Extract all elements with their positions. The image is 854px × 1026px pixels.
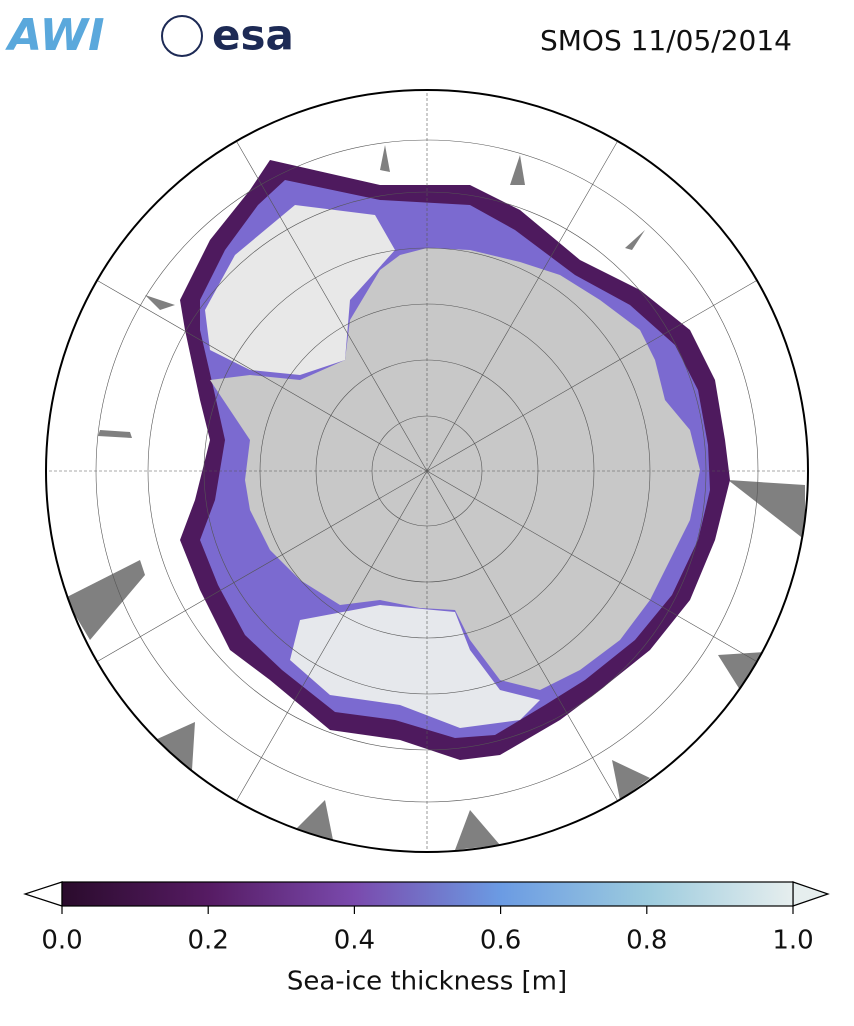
esa-emblem [161,15,203,57]
colorbar-tick-label: 0.8 [626,926,667,956]
colorbar-extend-high [792,881,830,907]
ross-ice [290,605,540,728]
map-title: SMOS 11/05/2014 [540,24,792,57]
awi-logo: AWI [5,10,105,61]
colorbar-tick-label: 1.0 [772,926,813,956]
map-boundary [45,89,809,853]
graticule [46,90,808,852]
colorbar-tick-label: 0.4 [334,926,375,956]
land-outside [65,145,805,850]
esa-logo: esa [212,11,294,60]
colorbar-extend-low [23,881,63,907]
colorbar-tick-label: 0.6 [480,926,521,956]
colorbar-tick-label: 0.0 [41,926,82,956]
map [46,90,808,852]
colorbar [23,881,830,907]
colorbar-gradient [61,881,794,907]
colorbar-tick-label: 0.2 [188,926,229,956]
antarctica [210,248,700,690]
colorbar-label: Sea-ice thickness [m] [287,967,567,997]
